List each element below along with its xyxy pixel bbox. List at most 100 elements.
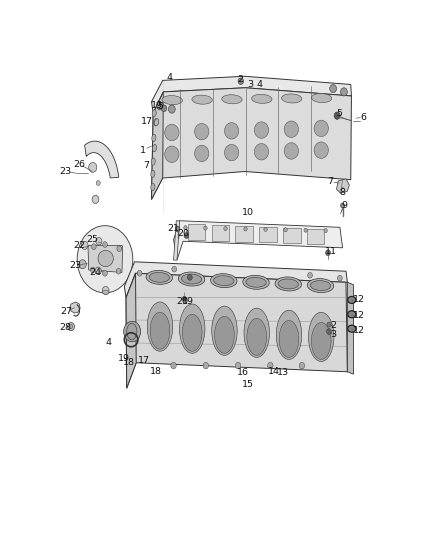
Circle shape xyxy=(341,88,347,96)
Text: 25: 25 xyxy=(87,235,99,244)
Text: 19: 19 xyxy=(182,297,194,306)
Ellipse shape xyxy=(214,276,234,286)
Ellipse shape xyxy=(182,314,202,351)
Circle shape xyxy=(238,78,244,84)
Circle shape xyxy=(324,229,327,232)
Text: 13: 13 xyxy=(277,368,289,377)
Polygon shape xyxy=(307,229,324,244)
Circle shape xyxy=(77,225,133,293)
Ellipse shape xyxy=(212,306,237,356)
Circle shape xyxy=(244,227,247,231)
Text: 19: 19 xyxy=(118,354,131,363)
Circle shape xyxy=(175,226,180,232)
Circle shape xyxy=(204,226,207,230)
Ellipse shape xyxy=(154,118,158,126)
Ellipse shape xyxy=(127,324,137,340)
Polygon shape xyxy=(212,225,229,241)
Text: 1: 1 xyxy=(140,146,146,155)
Circle shape xyxy=(95,267,101,274)
Text: 12: 12 xyxy=(353,295,364,304)
Ellipse shape xyxy=(222,95,242,104)
Ellipse shape xyxy=(151,183,155,191)
Ellipse shape xyxy=(224,144,239,161)
Polygon shape xyxy=(336,179,350,193)
Circle shape xyxy=(307,272,312,278)
Circle shape xyxy=(172,266,177,272)
Circle shape xyxy=(67,322,74,330)
Text: 27: 27 xyxy=(60,306,73,316)
Text: 5: 5 xyxy=(336,109,342,118)
Ellipse shape xyxy=(155,119,159,126)
Text: 8: 8 xyxy=(339,188,346,197)
Text: 5: 5 xyxy=(158,102,164,111)
Circle shape xyxy=(338,276,342,281)
Ellipse shape xyxy=(252,94,272,103)
Text: 15: 15 xyxy=(242,381,254,390)
Text: 18: 18 xyxy=(123,358,135,367)
Circle shape xyxy=(169,105,175,113)
Polygon shape xyxy=(126,273,136,388)
Ellipse shape xyxy=(254,122,268,138)
Polygon shape xyxy=(259,227,277,243)
Text: 18: 18 xyxy=(150,367,162,376)
Text: 23: 23 xyxy=(60,167,72,176)
Ellipse shape xyxy=(211,273,237,288)
Circle shape xyxy=(334,112,340,119)
Ellipse shape xyxy=(147,302,173,351)
Text: 17: 17 xyxy=(138,356,150,365)
Circle shape xyxy=(81,241,88,249)
Ellipse shape xyxy=(152,110,156,117)
Text: 16: 16 xyxy=(237,368,249,377)
Ellipse shape xyxy=(244,308,269,358)
Ellipse shape xyxy=(149,272,170,282)
Circle shape xyxy=(203,362,208,369)
Text: 12: 12 xyxy=(353,311,364,320)
Text: 2: 2 xyxy=(238,75,244,84)
Polygon shape xyxy=(173,221,343,260)
Text: 6: 6 xyxy=(360,113,367,122)
Ellipse shape xyxy=(282,94,302,103)
Ellipse shape xyxy=(308,312,334,361)
Circle shape xyxy=(102,241,107,247)
Circle shape xyxy=(92,244,96,249)
Polygon shape xyxy=(235,226,253,241)
Polygon shape xyxy=(88,245,123,272)
Text: 4: 4 xyxy=(106,338,111,347)
Text: 7: 7 xyxy=(143,161,149,170)
Circle shape xyxy=(184,232,189,238)
Ellipse shape xyxy=(314,142,328,158)
Polygon shape xyxy=(152,76,351,113)
Circle shape xyxy=(137,270,142,276)
Circle shape xyxy=(102,286,109,295)
Ellipse shape xyxy=(311,322,331,359)
Ellipse shape xyxy=(254,143,268,160)
Circle shape xyxy=(171,362,176,369)
Text: 10: 10 xyxy=(242,208,254,217)
Ellipse shape xyxy=(181,274,202,284)
Ellipse shape xyxy=(192,95,212,104)
Circle shape xyxy=(268,362,273,369)
Ellipse shape xyxy=(194,145,209,161)
Circle shape xyxy=(327,329,332,334)
Circle shape xyxy=(325,250,330,256)
Text: 24: 24 xyxy=(89,268,101,277)
Circle shape xyxy=(69,325,73,329)
Circle shape xyxy=(161,105,167,111)
Ellipse shape xyxy=(348,325,356,332)
Polygon shape xyxy=(173,221,180,260)
Circle shape xyxy=(182,296,187,301)
Ellipse shape xyxy=(150,312,170,349)
Circle shape xyxy=(284,228,287,232)
Text: 14: 14 xyxy=(268,367,280,376)
Ellipse shape xyxy=(165,124,179,141)
Text: 4: 4 xyxy=(166,72,173,82)
Ellipse shape xyxy=(314,120,328,136)
Circle shape xyxy=(88,163,97,172)
Ellipse shape xyxy=(151,170,155,177)
Ellipse shape xyxy=(243,276,269,289)
Polygon shape xyxy=(152,88,351,199)
Text: 26: 26 xyxy=(73,160,85,169)
Circle shape xyxy=(327,322,331,327)
Ellipse shape xyxy=(348,311,356,318)
Polygon shape xyxy=(124,262,347,298)
